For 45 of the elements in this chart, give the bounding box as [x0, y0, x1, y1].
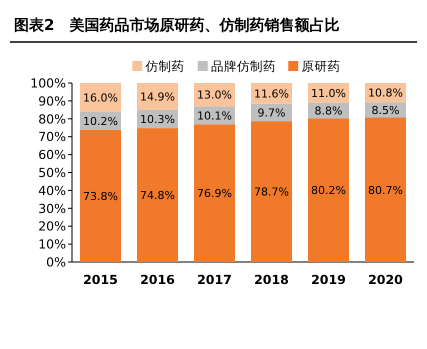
- bar: [80, 130, 122, 262]
- data-label: 11.0%: [311, 86, 346, 100]
- x-tick-label: 2020: [368, 272, 404, 287]
- data-label: 10.2%: [83, 114, 118, 128]
- data-label: 80.2%: [311, 184, 346, 198]
- data-label: 10.8%: [368, 86, 403, 100]
- y-tick-label: 30%: [38, 200, 66, 216]
- y-tick-label: 90%: [38, 93, 66, 108]
- bar: [308, 118, 350, 262]
- data-label: 10.1%: [197, 109, 232, 122]
- x-tick-label: 2019: [311, 272, 346, 287]
- bar: [136, 128, 178, 262]
- data-label: 16.0%: [83, 91, 118, 104]
- data-label: 8.5%: [372, 104, 400, 117]
- bar: [194, 124, 236, 262]
- chart-title: 图表2 美国药品市场原研药、仿制药销售额占比: [14, 16, 340, 34]
- data-label: 10.3%: [140, 112, 175, 126]
- legend-label: 品牌仿制药: [210, 58, 276, 74]
- x-tick-label: 2016: [140, 272, 176, 287]
- y-tick-label: 100%: [30, 76, 66, 90]
- bar: [364, 118, 406, 262]
- y-tick-label: 80%: [38, 111, 66, 126]
- data-label: 76.9%: [197, 187, 232, 200]
- x-tick-label: 2015: [83, 272, 118, 287]
- data-label: 80.7%: [368, 184, 403, 197]
- data-label: 14.9%: [140, 90, 175, 104]
- y-tick-label: 0%: [46, 254, 66, 270]
- y-tick-label: 70%: [38, 129, 66, 144]
- y-tick-label: 20%: [38, 218, 66, 234]
- legend-label: 仿制药: [144, 58, 184, 74]
- y-tick-label: 40%: [38, 182, 66, 198]
- data-label: 13.0%: [197, 88, 232, 102]
- data-label: 74.8%: [140, 189, 175, 202]
- data-label: 9.7%: [258, 106, 286, 120]
- x-tick-label: 2018: [254, 272, 289, 287]
- data-label: 8.8%: [314, 104, 342, 118]
- data-label: 73.8%: [83, 190, 118, 203]
- data-label: 11.6%: [254, 87, 289, 100]
- y-tick-label: 60%: [38, 147, 66, 162]
- y-tick-label: 50%: [38, 165, 66, 180]
- data-label: 78.7%: [254, 186, 289, 199]
- legend-label: 原研药: [301, 58, 340, 74]
- x-tick-label: 2017: [197, 272, 232, 287]
- y-tick-label: 10%: [38, 236, 66, 252]
- bar: [250, 121, 292, 262]
